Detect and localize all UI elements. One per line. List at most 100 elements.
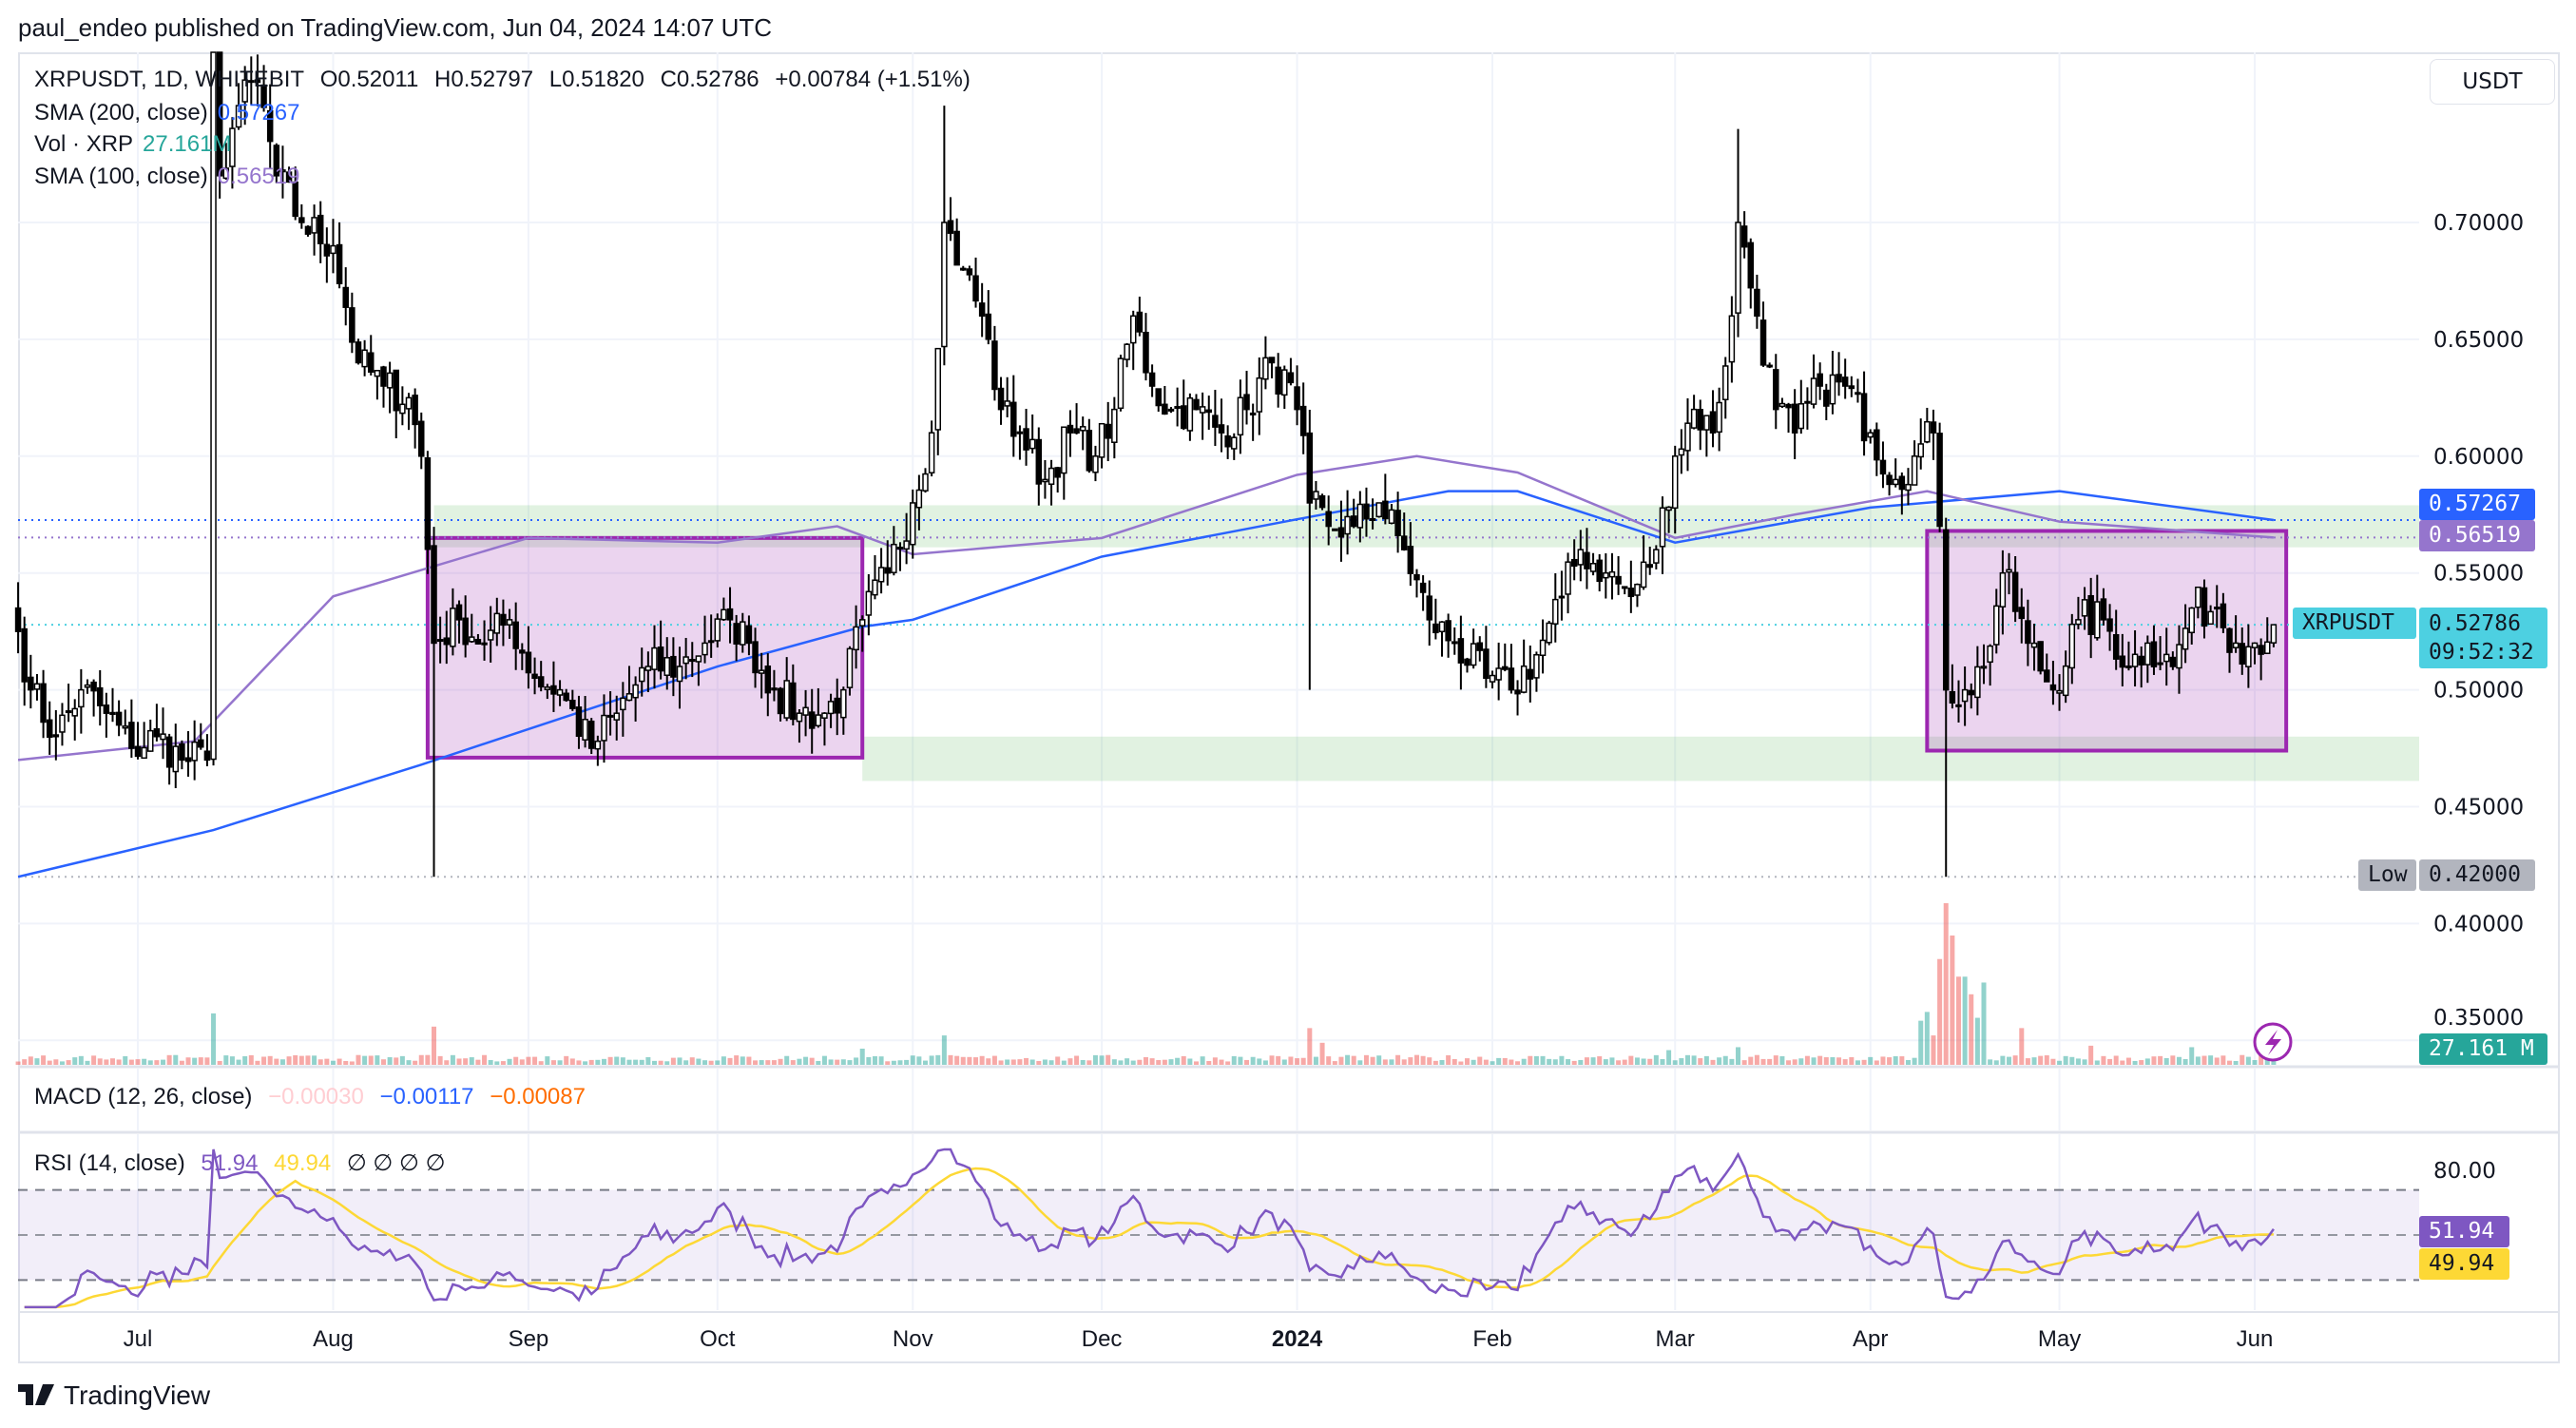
candle[interactable] [198, 723, 204, 750]
candle[interactable] [380, 365, 387, 408]
candle[interactable] [1665, 506, 1672, 533]
candle[interactable] [752, 627, 759, 688]
candle[interactable] [2239, 627, 2246, 675]
candle[interactable] [2037, 641, 2044, 675]
candle[interactable] [663, 637, 671, 690]
candle[interactable] [1589, 552, 1597, 576]
candle[interactable] [1205, 396, 1213, 431]
volume-legend[interactable]: Vol · XRP 27.161M [34, 131, 240, 158]
candle[interactable] [1249, 403, 1257, 441]
candle[interactable] [2106, 604, 2113, 651]
candle[interactable] [141, 722, 147, 760]
candle[interactable] [1848, 376, 1855, 397]
candle[interactable] [790, 664, 797, 725]
candle[interactable] [537, 661, 545, 692]
candle[interactable] [1690, 395, 1698, 430]
candle[interactable] [563, 688, 569, 703]
candle[interactable] [2182, 604, 2189, 664]
candle[interactable] [941, 106, 948, 366]
candle[interactable] [726, 587, 734, 644]
candle[interactable] [1829, 350, 1836, 415]
candle[interactable] [1759, 301, 1767, 367]
candle[interactable] [1841, 358, 1849, 399]
candle[interactable] [248, 56, 255, 105]
candle[interactable] [2006, 552, 2012, 595]
candle[interactable] [2094, 574, 2101, 641]
candle[interactable] [361, 339, 368, 376]
candle[interactable] [651, 625, 658, 689]
candle[interactable] [1451, 627, 1458, 655]
candle[interactable] [1375, 502, 1382, 518]
candle[interactable] [740, 612, 746, 653]
candle[interactable] [2087, 577, 2094, 659]
candle[interactable] [165, 733, 173, 785]
candle[interactable] [1048, 459, 1055, 506]
candle[interactable] [1747, 238, 1755, 309]
candle[interactable] [65, 684, 72, 723]
candle[interactable] [254, 54, 261, 106]
candle[interactable] [1394, 492, 1401, 553]
candle[interactable] [311, 204, 317, 256]
candle[interactable] [71, 699, 78, 741]
candle[interactable] [1924, 407, 1931, 444]
candle[interactable] [960, 265, 967, 271]
candle[interactable] [241, 66, 248, 125]
candle[interactable] [115, 700, 123, 737]
candle[interactable] [367, 335, 375, 376]
candle[interactable] [298, 203, 305, 229]
candle[interactable] [1268, 357, 1276, 378]
candle[interactable] [14, 582, 22, 654]
candle[interactable] [1577, 530, 1585, 582]
candle[interactable] [1073, 403, 1080, 434]
candle[interactable] [1162, 385, 1168, 415]
candle[interactable] [500, 599, 507, 646]
candle[interactable] [1608, 552, 1616, 600]
candle[interactable] [2207, 605, 2214, 626]
candle[interactable] [1193, 394, 1200, 411]
candle[interactable] [966, 265, 973, 281]
candle[interactable] [1231, 433, 1238, 460]
candle[interactable] [424, 451, 432, 574]
candle[interactable] [1980, 644, 1988, 685]
candle[interactable] [587, 718, 595, 755]
candle[interactable] [266, 84, 274, 168]
candle[interactable] [1640, 535, 1647, 590]
candle[interactable] [1464, 657, 1471, 673]
candle[interactable] [1281, 365, 1288, 410]
candle[interactable] [1124, 342, 1130, 368]
candle[interactable] [1797, 379, 1805, 434]
candle[interactable] [1709, 390, 1717, 448]
candle[interactable] [1773, 354, 1779, 430]
candle[interactable] [1502, 643, 1509, 672]
candle[interactable] [1836, 352, 1842, 396]
candle[interactable] [1539, 619, 1547, 674]
candle[interactable] [556, 680, 564, 706]
candle[interactable] [1218, 398, 1225, 453]
candle[interactable] [1350, 498, 1357, 529]
candle[interactable] [2150, 625, 2158, 675]
candle[interactable] [764, 653, 772, 717]
candle[interactable] [285, 166, 293, 183]
candle[interactable] [544, 684, 551, 700]
candle[interactable] [1318, 493, 1326, 511]
candle[interactable] [638, 647, 645, 697]
candle[interactable] [122, 709, 128, 735]
candle[interactable] [758, 652, 765, 699]
candle[interactable] [147, 719, 154, 752]
candle[interactable] [1917, 418, 1924, 470]
candle[interactable] [808, 688, 816, 754]
candle[interactable] [569, 689, 576, 711]
candle[interactable] [865, 574, 873, 636]
candle[interactable] [436, 616, 444, 664]
candle[interactable] [1413, 569, 1420, 598]
candle[interactable] [1993, 589, 2000, 654]
candle[interactable] [1028, 414, 1036, 454]
candle[interactable] [90, 679, 97, 717]
candle[interactable] [1432, 598, 1439, 640]
candle[interactable] [2030, 624, 2038, 671]
range-box[interactable] [425, 535, 865, 760]
candle[interactable] [349, 292, 356, 354]
candle[interactable] [783, 657, 790, 722]
candle[interactable] [815, 687, 822, 728]
candle[interactable] [191, 720, 198, 781]
